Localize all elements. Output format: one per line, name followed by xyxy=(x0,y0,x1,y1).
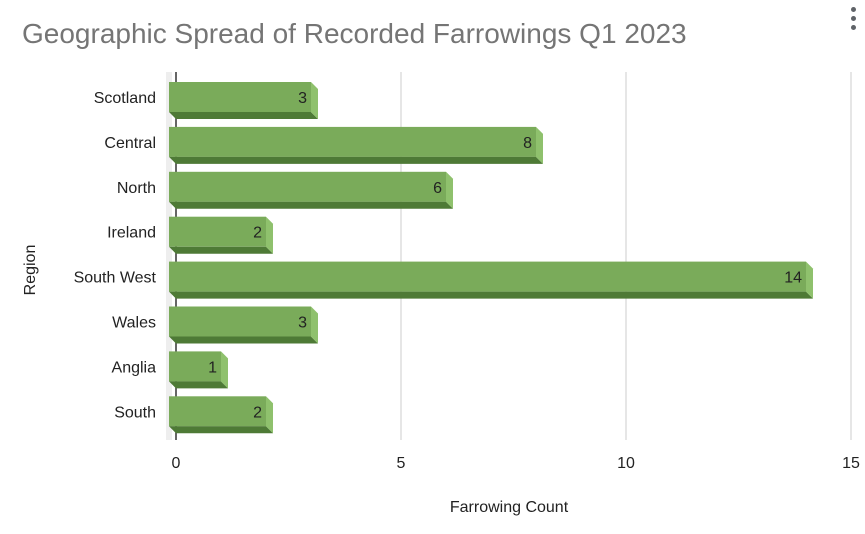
bar-depth xyxy=(169,291,813,299)
category-label: Anglia xyxy=(112,359,157,376)
bar-face xyxy=(169,306,311,337)
bar[interactable]: 2 xyxy=(169,396,273,434)
bar-face xyxy=(169,351,221,382)
data-label: 3 xyxy=(298,315,307,332)
category-label: Ireland xyxy=(107,225,156,242)
bar-face xyxy=(169,171,446,202)
bar-depth xyxy=(169,381,228,389)
bar-face xyxy=(169,261,806,292)
bar-depth xyxy=(169,201,453,209)
bar[interactable]: 6 xyxy=(169,171,453,209)
data-label: 8 xyxy=(523,135,532,152)
bar-face xyxy=(169,126,536,157)
bar-face xyxy=(169,216,266,247)
bar[interactable]: 3 xyxy=(169,306,318,344)
bar-depth xyxy=(169,336,318,344)
x-axis-title: Farrowing Count xyxy=(450,499,569,516)
bar-side xyxy=(266,396,273,434)
more-options-icon[interactable] xyxy=(848,4,858,38)
category-label: North xyxy=(117,180,156,197)
bar-depth xyxy=(169,112,318,119)
bar-side xyxy=(311,82,318,119)
bar-depth xyxy=(169,246,273,254)
bar-side xyxy=(266,216,273,254)
x-tick-label: 10 xyxy=(617,455,635,472)
bar-side xyxy=(446,171,453,209)
bar-side xyxy=(311,306,318,344)
data-label: 3 xyxy=(298,90,307,107)
bar-depth xyxy=(169,156,543,164)
x-tick-labels: 0 5 10 15 xyxy=(172,455,860,472)
bar[interactable]: 1 xyxy=(169,351,228,389)
chart-title: Geographic Spread of Recorded Farrowings… xyxy=(22,18,687,49)
category-labels: Scotland Central North Ireland South West Wal… xyxy=(74,90,157,421)
bar[interactable]: 14 xyxy=(169,261,813,299)
bar[interactable]: 2 xyxy=(169,216,273,254)
bars: 3 8 6 2 14 3 1 2 xyxy=(169,82,813,434)
category-label: Scotland xyxy=(94,90,156,107)
data-label: 2 xyxy=(253,404,262,421)
x-tick-label: 0 xyxy=(172,455,181,472)
bar-side xyxy=(536,126,543,164)
y-axis-title: Region xyxy=(22,245,39,296)
bar[interactable]: 3 xyxy=(169,82,318,119)
data-label: 2 xyxy=(253,225,262,242)
plot-wall xyxy=(166,72,172,440)
x-tick-label: 15 xyxy=(842,455,860,472)
data-label: 14 xyxy=(784,270,802,287)
bar-face xyxy=(169,82,311,112)
bar[interactable]: 8 xyxy=(169,126,543,164)
category-label: Wales xyxy=(112,315,156,332)
bar-side xyxy=(806,261,813,299)
bar-depth xyxy=(169,426,273,434)
x-tick-label: 5 xyxy=(397,455,406,472)
category-label: South xyxy=(114,404,156,421)
bar-face xyxy=(169,396,266,427)
category-label: Central xyxy=(104,135,156,152)
bar-side xyxy=(221,351,228,389)
data-label: 1 xyxy=(208,359,217,376)
data-label: 6 xyxy=(433,180,442,197)
category-label: South West xyxy=(74,270,157,287)
